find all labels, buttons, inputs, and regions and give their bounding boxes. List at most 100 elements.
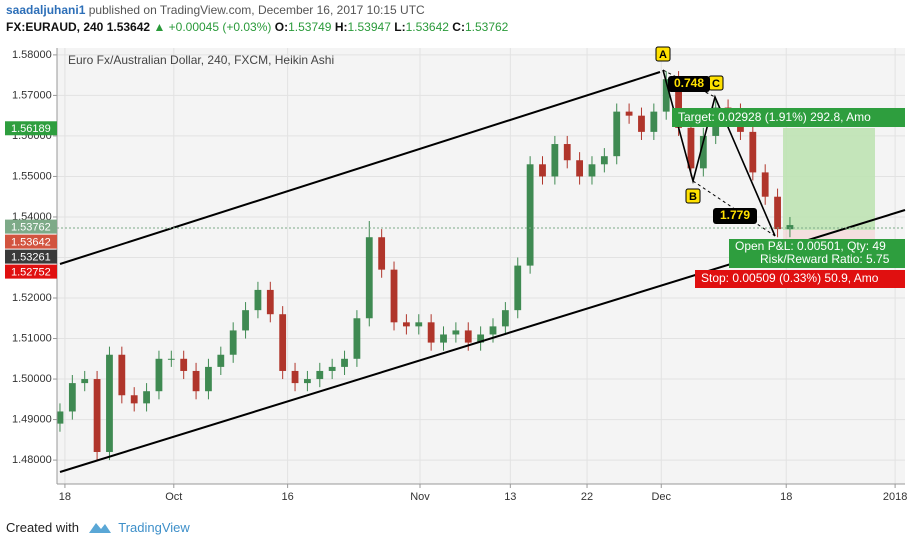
- candle-body: [328, 366, 336, 371]
- candle-body: [353, 318, 361, 359]
- y-tick-label: 1.55000: [12, 170, 52, 182]
- candle-body: [464, 330, 472, 343]
- candle-body: [699, 135, 707, 169]
- axes: 1.480001.490001.500001.510001.520001.530…: [5, 49, 907, 503]
- candle-body: [551, 144, 559, 177]
- candle-body: [56, 411, 64, 424]
- price-badge: [5, 234, 57, 249]
- x-tick-label: 22: [581, 491, 593, 503]
- candle-body: [279, 314, 287, 371]
- candle-body: [192, 370, 200, 392]
- high: 1.53947: [347, 20, 391, 34]
- pnl-label: Open P&L: 0.00501, Qty: 49: [735, 239, 886, 253]
- candle-body: [650, 111, 658, 132]
- publish-line: saadaljuhani1 published on TradingView.c…: [6, 3, 425, 17]
- candle-body: [514, 265, 522, 311]
- candle-body: [477, 334, 485, 343]
- candle-body: [229, 330, 237, 355]
- candle-body: [600, 156, 608, 165]
- y-tick-label: 1.52000: [12, 292, 52, 304]
- candle-body: [390, 269, 398, 323]
- x-tick-label: 13: [504, 491, 516, 503]
- stop-label: Stop: 0.00509 (0.33%) 50.9, Amo: [701, 271, 879, 285]
- low-label: L:: [394, 20, 406, 34]
- x-tick-label: Dec: [651, 491, 671, 503]
- logo: [88, 523, 111, 533]
- x-tick-label: Oct: [165, 491, 182, 503]
- candle-body: [316, 370, 324, 380]
- price-badge-label: 1.52752: [11, 267, 51, 279]
- candle-body: [341, 358, 348, 367]
- candle-body: [365, 237, 373, 319]
- x-tick-label: 18: [780, 491, 792, 503]
- candle-body: [242, 310, 249, 331]
- y-tick-label: 1.58000: [12, 49, 52, 61]
- candle-body: [675, 79, 682, 128]
- candle-body: [167, 358, 175, 360]
- close: 1.53762: [464, 20, 509, 34]
- price: 1.53642: [106, 20, 151, 34]
- candle-body: [81, 379, 89, 384]
- price-badge-label: 1.53762: [11, 222, 51, 234]
- x-tick-label: 18: [59, 491, 71, 503]
- candle-body: [415, 322, 423, 327]
- open: 1.53749: [288, 20, 332, 34]
- candle-body: [501, 310, 509, 327]
- price-badge: [5, 249, 57, 264]
- candle-body: [68, 383, 76, 412]
- candle-body: [118, 354, 126, 396]
- y-tick-label: 1.51000: [12, 332, 52, 344]
- close-label: C:: [452, 20, 465, 34]
- candle-body: [687, 127, 695, 169]
- ratio-label: 1.779: [720, 208, 750, 222]
- y-tick-label: 1.48000: [12, 454, 52, 466]
- author[interactable]: saadaljuhani1: [6, 3, 86, 17]
- candle-body: [106, 354, 113, 452]
- candle-body: [539, 164, 546, 177]
- price-badge: [5, 264, 57, 279]
- candle-body: [625, 111, 633, 116]
- stop-box: [695, 270, 905, 288]
- candle-body: [662, 79, 670, 112]
- price-badge-label: 1.53261: [11, 252, 51, 264]
- rr-label: Risk/Reward Ratio: 5.75: [760, 252, 890, 266]
- candle-body: [402, 322, 410, 327]
- y-tick-label: 1.50000: [12, 373, 52, 385]
- price-badge: [5, 219, 57, 234]
- candle-body: [266, 289, 274, 315]
- chart: Euro Fx/Australian Dollar, 240, FXCM, He…: [0, 40, 907, 503]
- chart-title: Euro Fx/Australian Dollar, 240, FXCM, He…: [68, 53, 334, 67]
- candles: [56, 71, 794, 461]
- pnl-box: [729, 239, 905, 268]
- candle-body: [452, 330, 460, 335]
- candle-body: [774, 196, 781, 230]
- brand[interactable]: TradingView: [118, 520, 190, 535]
- candle-body: [786, 225, 794, 230]
- symbol: FX:EURAUD, 240: [6, 20, 104, 34]
- high-label: H:: [334, 20, 348, 34]
- point-label: C: [712, 78, 720, 90]
- candle-body: [205, 366, 212, 392]
- candle-body: [155, 358, 163, 392]
- symbol-line: FX:EURAUD, 240 1.53642 ▲ +0.00045 (+0.03…: [6, 20, 508, 34]
- price-badge-label: 1.56189: [11, 123, 51, 135]
- y-tick-label: 1.57000: [12, 89, 52, 101]
- created-with: Created with: [6, 520, 79, 535]
- candle-body: [180, 358, 188, 371]
- candle-body: [304, 379, 311, 384]
- change: ▲ +0.00045 (+0.03%): [153, 20, 272, 34]
- price-badge-label: 1.53642: [11, 237, 51, 249]
- candle-body: [613, 111, 621, 157]
- candle-body: [638, 115, 645, 132]
- x-tick-label: 16: [281, 491, 293, 503]
- point-badge: [685, 188, 701, 204]
- price-badge: [5, 121, 57, 136]
- candle-body: [217, 354, 225, 367]
- candle-body: [93, 379, 101, 452]
- candle-body: [749, 131, 757, 173]
- candle-body: [143, 391, 150, 404]
- x-tick-label: Nov: [410, 491, 430, 503]
- ratio-badge: [668, 76, 710, 92]
- published: published on TradingView.com, December 1…: [88, 3, 425, 17]
